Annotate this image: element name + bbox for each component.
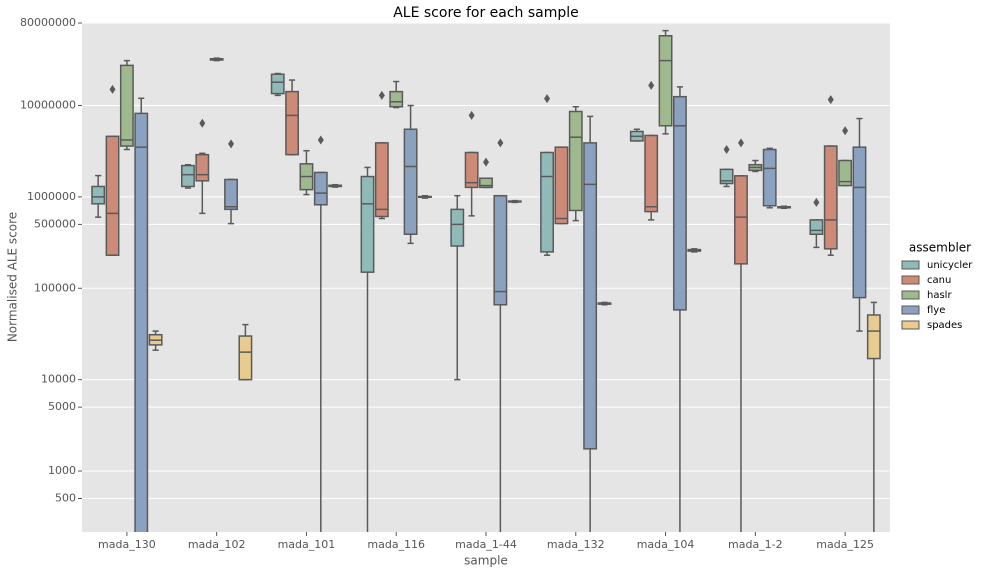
- x-tick-label: mada_101: [278, 538, 336, 551]
- x-tick-label: mada_132: [547, 538, 605, 551]
- grid: 80000000 10000000 1000000 500000 100000 10000…: [20, 16, 890, 551]
- box: [644, 134, 659, 213]
- flier: [109, 84, 116, 94]
- box: [389, 90, 404, 108]
- box: [450, 208, 465, 247]
- flier: [842, 126, 849, 136]
- x-tick-label: mada_116: [367, 538, 425, 551]
- box: [313, 171, 328, 206]
- y-tick-label: 1000000: [27, 190, 76, 203]
- box: [809, 219, 824, 236]
- flier: [483, 157, 489, 167]
- flier: [544, 94, 551, 104]
- box: [91, 185, 106, 205]
- y-tick-label: 80000000: [20, 16, 76, 29]
- legend-label: unicycler: [927, 260, 973, 271]
- flier: [228, 139, 235, 149]
- box: [181, 164, 195, 188]
- legend-swatch: [901, 320, 920, 330]
- flier: [723, 145, 730, 155]
- box: [658, 35, 673, 127]
- boxes: [91, 29, 881, 532]
- legend-title: assembler: [909, 241, 971, 255]
- box: [866, 314, 881, 360]
- flier: [648, 80, 655, 90]
- y-tick-label: 100000: [34, 281, 76, 294]
- x-axis-label: sample: [464, 554, 508, 568]
- legend-swatch: [901, 260, 920, 270]
- box: [672, 95, 687, 311]
- box: [479, 177, 493, 189]
- x-tick-label: mada_130: [98, 538, 156, 551]
- x-tick-label: mada_102: [188, 538, 246, 551]
- flier: [317, 135, 324, 145]
- legend: assembler unicycler canu haslr flye spades: [901, 241, 973, 331]
- x-tick-label: mada_125: [816, 538, 874, 551]
- flier: [827, 95, 834, 105]
- box: [838, 159, 853, 187]
- y-tick-label: 5000: [48, 400, 76, 413]
- y-tick-label: 10000: [41, 373, 76, 386]
- legend-label: flye: [927, 305, 945, 316]
- flier: [813, 197, 820, 207]
- box: [583, 142, 598, 450]
- box: [134, 112, 149, 532]
- box: [493, 194, 508, 306]
- plot-area: [82, 23, 890, 532]
- box: [852, 146, 867, 299]
- x-tick-label: mada_1-2: [728, 538, 783, 551]
- x-tick-label: mada_1-44: [455, 538, 517, 551]
- legend-swatch: [901, 275, 920, 285]
- flier: [497, 138, 504, 148]
- box: [374, 142, 389, 218]
- legend-swatch: [901, 290, 920, 300]
- flier: [737, 138, 744, 148]
- box: [270, 73, 285, 95]
- box: [360, 175, 375, 273]
- x-tick-label: mada_104: [637, 538, 695, 551]
- legend-swatch: [901, 305, 920, 315]
- box: [762, 148, 777, 207]
- box: [224, 178, 238, 211]
- y-tick-label: 500000: [34, 217, 76, 230]
- flier: [199, 118, 206, 128]
- box: [464, 151, 479, 189]
- box: [554, 146, 569, 225]
- box: [734, 175, 748, 265]
- box: [823, 145, 838, 250]
- box: [719, 168, 734, 185]
- box: [540, 151, 554, 253]
- legend-label: spades: [927, 320, 962, 331]
- y-tick-label: 1000: [48, 464, 76, 477]
- box: [403, 128, 418, 236]
- box: [105, 135, 120, 256]
- box: [568, 110, 583, 212]
- box: [195, 153, 210, 182]
- chart-title: ALE score for each sample: [393, 5, 579, 21]
- legend-label: haslr: [927, 290, 952, 301]
- box: [119, 64, 134, 147]
- box: [238, 335, 253, 381]
- y-axis-label: Normalised ALE score: [6, 212, 20, 342]
- box: [285, 90, 300, 156]
- flier: [468, 110, 475, 120]
- y-tick-label: 10000000: [20, 99, 76, 112]
- y-tick-label: 500: [55, 492, 76, 505]
- legend-label: canu: [927, 275, 951, 286]
- flier: [378, 90, 385, 100]
